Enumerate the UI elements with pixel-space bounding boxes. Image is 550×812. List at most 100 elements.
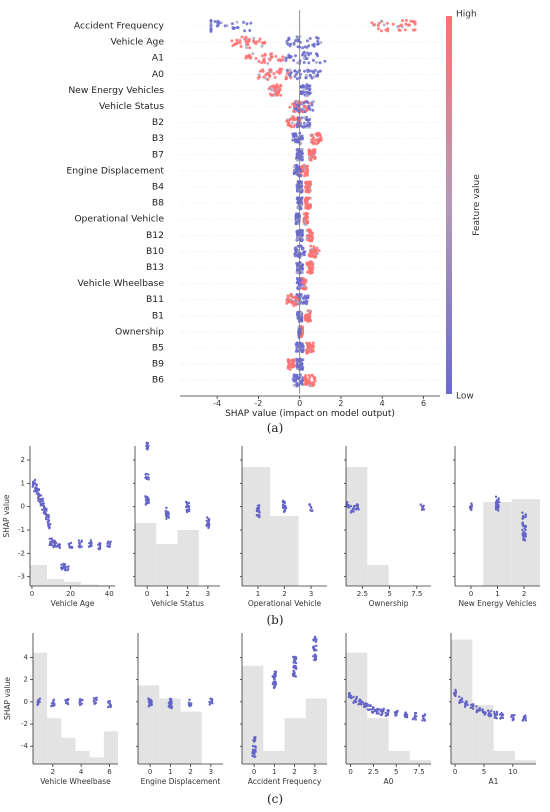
shap-point xyxy=(300,116,304,120)
shap-point xyxy=(287,55,291,59)
dependence-point xyxy=(36,702,40,706)
shap-point xyxy=(309,261,313,265)
dependence-point xyxy=(475,705,478,708)
shap-point xyxy=(300,148,304,151)
shap-point xyxy=(252,36,256,40)
dependence-point xyxy=(310,506,313,509)
shap-point xyxy=(293,379,297,383)
shap-point xyxy=(303,316,307,320)
shap-point xyxy=(272,72,276,76)
shap-point xyxy=(377,21,381,25)
dependence-point xyxy=(355,700,358,704)
dependence-point xyxy=(47,516,50,519)
dependence-point xyxy=(351,507,355,511)
dependence-point xyxy=(460,697,464,700)
shap-point xyxy=(299,381,303,385)
shap-point xyxy=(312,247,316,251)
shap-point xyxy=(311,263,314,267)
dependence-point xyxy=(69,541,73,545)
dependence-point xyxy=(521,511,524,514)
feature-row: B12 xyxy=(146,228,440,243)
shap-point xyxy=(307,190,310,194)
dependence-point xyxy=(251,750,254,754)
shap-point xyxy=(308,376,312,380)
shap-point xyxy=(377,27,380,31)
histogram-bar xyxy=(177,530,199,586)
dependence-point xyxy=(63,563,67,566)
colorbar-low-label: Low xyxy=(456,392,474,402)
shap-point xyxy=(300,363,304,366)
shap-point xyxy=(308,88,312,92)
histogram-bar xyxy=(242,467,271,586)
shap-point xyxy=(293,75,297,78)
shap-point xyxy=(302,87,306,91)
shap-point xyxy=(316,73,320,77)
shap-point xyxy=(305,109,309,112)
shap-point xyxy=(308,180,312,184)
histogram-bar xyxy=(367,565,389,586)
dependence-point xyxy=(472,703,475,706)
dependence-point xyxy=(53,540,57,543)
shap-point xyxy=(406,23,410,27)
shap-point xyxy=(235,38,239,42)
x-tick-label: 0 xyxy=(453,768,457,776)
dependence-point xyxy=(107,541,110,544)
shap-point xyxy=(308,203,312,207)
shap-point xyxy=(294,54,297,58)
shap-point xyxy=(277,68,281,72)
dependence-point xyxy=(524,515,527,519)
shap-point xyxy=(307,118,310,122)
shap-point xyxy=(300,247,304,251)
dependence-point xyxy=(420,505,424,508)
dependence-point xyxy=(88,542,91,545)
shap-point xyxy=(225,24,229,28)
histogram-bar xyxy=(242,665,264,765)
dependence-point xyxy=(521,528,524,531)
shap-point xyxy=(313,255,316,259)
shap-point xyxy=(300,108,303,112)
dependence-point xyxy=(371,711,374,714)
dependence-point xyxy=(150,699,153,702)
dependence-point xyxy=(47,520,50,524)
shap-point xyxy=(273,75,277,79)
shap-point xyxy=(292,58,296,62)
shap-point xyxy=(260,61,264,65)
shap-point xyxy=(305,314,309,318)
dependence-point xyxy=(41,508,44,511)
feature-row: B13 xyxy=(146,260,440,275)
dependence-point xyxy=(80,702,84,705)
shap-point xyxy=(296,104,300,108)
shap-point xyxy=(305,236,309,240)
dependence-point xyxy=(272,680,275,684)
shap-point xyxy=(291,102,294,106)
dependence-point xyxy=(493,710,496,714)
shap-point xyxy=(298,40,302,44)
dependence-point xyxy=(386,712,389,715)
shap-point xyxy=(285,68,289,72)
dependence-point xyxy=(386,709,390,713)
dependence-point xyxy=(367,708,370,711)
dependence-point xyxy=(89,539,93,542)
shap-point xyxy=(308,249,312,253)
dependence-point xyxy=(90,541,93,545)
shap-point xyxy=(258,37,262,41)
feature-label: B9 xyxy=(152,359,164,370)
shap-point xyxy=(287,300,290,304)
dependence-point xyxy=(522,524,526,527)
shap-point xyxy=(306,346,310,350)
dependence-point xyxy=(471,706,474,710)
shap-point xyxy=(306,233,310,237)
y-tick-label: 0 xyxy=(21,503,25,511)
dependence-point xyxy=(353,504,356,508)
shap-point xyxy=(296,215,300,219)
dependence-point xyxy=(513,714,516,717)
shap-point xyxy=(308,69,312,73)
dependence-point xyxy=(423,719,426,722)
shap-point xyxy=(275,89,279,93)
feature-row: A1 xyxy=(152,50,440,65)
shap-point xyxy=(305,169,309,173)
shap-point xyxy=(240,35,244,39)
dependence-point xyxy=(33,482,36,485)
histogram-bar xyxy=(135,523,157,586)
